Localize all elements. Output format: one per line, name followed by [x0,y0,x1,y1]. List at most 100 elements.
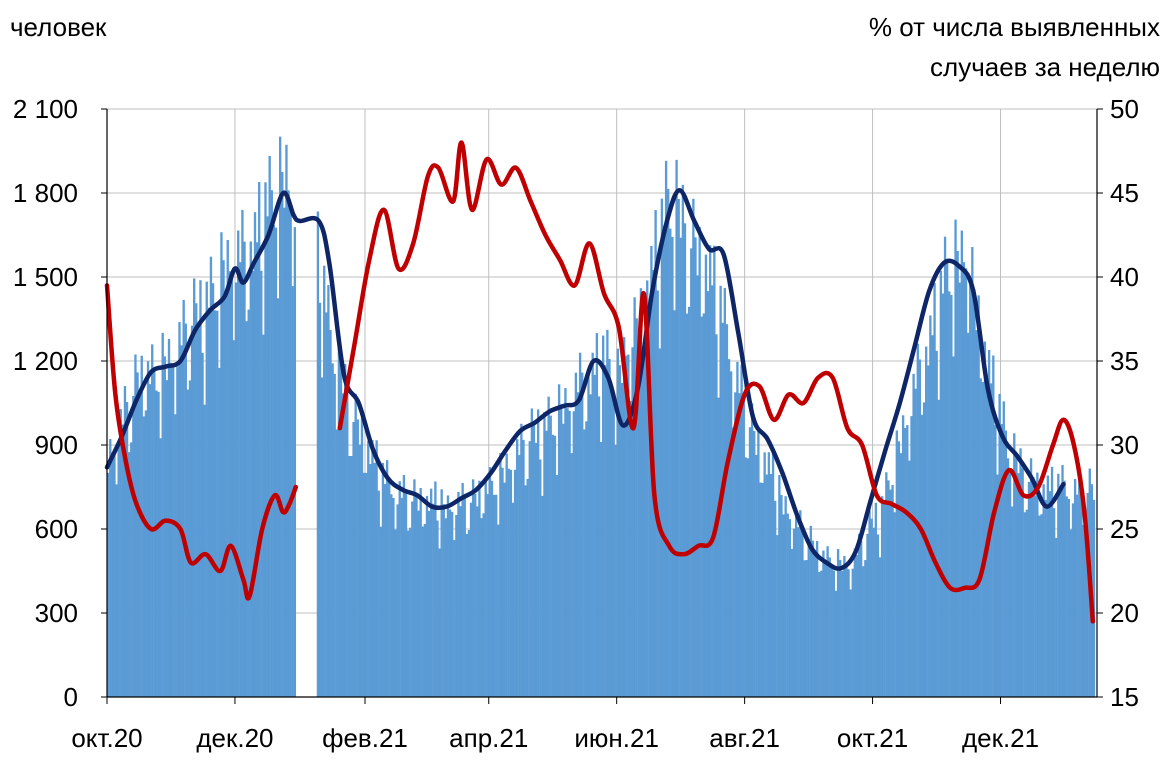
daily-bar [434,481,437,697]
daily-bar [566,408,569,697]
daily-bar [448,509,452,697]
daily-bar [1052,508,1056,697]
daily-bar [1015,453,1018,697]
daily-bar [776,535,779,697]
daily-bar [121,424,125,697]
daily-bar [746,458,750,697]
daily-bar [969,285,972,697]
daily-bar [836,549,840,697]
daily-bar [964,268,968,697]
daily-bar [547,396,550,697]
daily-bar [444,518,448,697]
daily-bar [346,394,349,697]
daily-bar [824,561,827,697]
daily-bar [864,560,867,697]
daily-bar [197,328,200,697]
daily-bar [740,364,743,697]
daily-bar [258,182,261,698]
daily-bar [123,386,127,697]
daily-bar [228,271,231,697]
daily-bar [794,510,798,697]
daily-bar [797,527,800,697]
daily-bar [1080,485,1083,697]
daily-bar [690,248,693,698]
daily-bar [1025,509,1029,697]
daily-bar [172,366,175,697]
daily-bar [883,503,886,697]
daily-bar [933,283,936,697]
daily-bar [224,291,227,697]
daily-bar [755,454,758,697]
daily-bar [390,494,393,697]
daily-bar [148,384,152,697]
daily-bar [625,355,628,697]
daily-bar [117,445,120,697]
daily-bar [629,401,632,697]
daily-bar [706,291,710,697]
daily-bar [589,394,592,697]
daily-bar [325,312,328,697]
daily-bar [1044,499,1047,697]
daily-bar [522,439,525,697]
daily-bar [952,356,955,697]
daily-bar [484,480,487,697]
daily-bar [893,512,896,697]
daily-bar [593,374,596,697]
daily-bar [251,270,255,697]
daily-bar [906,425,909,697]
daily-bar [142,416,146,697]
daily-bar [616,348,620,697]
daily-bar [354,393,357,697]
daily-bar [685,313,689,697]
daily-bar [352,421,355,697]
daily-bar [488,467,492,697]
daily-bar [914,388,917,697]
daily-bar [916,343,919,697]
daily-bar [266,216,269,698]
daily-bar [822,550,825,697]
daily-bar [518,455,521,697]
daily-bar [643,344,647,697]
daily-bar [499,453,502,697]
daily-bar [1048,491,1052,697]
daily-bar [845,566,848,697]
daily-bar [536,409,540,697]
daily-bar [503,482,506,697]
daily-bar [247,309,250,697]
daily-bar [578,352,582,697]
daily-bar [662,225,666,698]
daily-bar [255,242,259,698]
daily-bar [471,479,475,697]
daily-bar [948,291,951,697]
daily-bar [910,416,913,697]
daily-bar [742,395,745,697]
daily-bar [111,452,114,697]
daily-bar [872,527,875,697]
daily-bar [278,136,282,697]
daily-bar [1008,469,1012,697]
daily-bar [725,324,729,697]
daily-bar [176,366,179,697]
daily-bar [287,190,290,697]
daily-bar [702,313,706,697]
y-right-tick-label: 15 [1110,682,1139,712]
daily-bar [262,334,265,697]
daily-bar [539,459,542,697]
daily-bar [432,503,435,697]
daily-bar [771,452,775,697]
daily-bar [486,494,489,697]
daily-bar [895,430,898,697]
daily-bar [190,325,194,697]
daily-bar [750,403,754,697]
daily-bar [320,377,324,697]
daily-bar [704,254,708,697]
daily-bar [667,188,670,697]
daily-bar [1082,525,1085,697]
daily-bar [457,491,460,697]
daily-bar [664,160,668,698]
daily-bar [125,402,129,697]
daily-bar [1034,495,1037,697]
daily-bar [402,475,406,697]
daily-bar [826,546,829,697]
